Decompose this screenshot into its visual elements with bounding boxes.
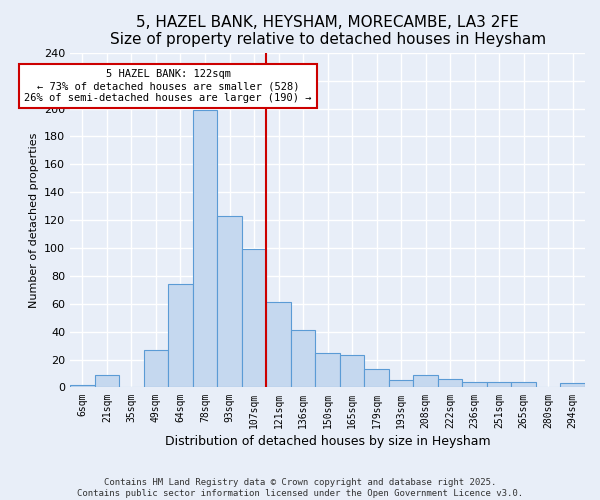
Bar bbox=[511, 382, 536, 388]
Bar bbox=[389, 380, 413, 388]
Bar bbox=[242, 250, 266, 388]
Bar bbox=[413, 375, 438, 388]
Bar bbox=[144, 350, 168, 388]
Bar bbox=[316, 352, 340, 388]
Bar bbox=[70, 384, 95, 388]
Bar bbox=[487, 382, 511, 388]
Bar bbox=[217, 216, 242, 388]
Bar bbox=[340, 356, 364, 388]
Text: Contains HM Land Registry data © Crown copyright and database right 2025.
Contai: Contains HM Land Registry data © Crown c… bbox=[77, 478, 523, 498]
Bar bbox=[438, 379, 463, 388]
Bar bbox=[95, 375, 119, 388]
Bar bbox=[291, 330, 316, 388]
Bar bbox=[560, 384, 585, 388]
Text: 5 HAZEL BANK: 122sqm
← 73% of detached houses are smaller (528)
26% of semi-deta: 5 HAZEL BANK: 122sqm ← 73% of detached h… bbox=[25, 70, 312, 102]
Bar bbox=[168, 284, 193, 388]
Bar bbox=[463, 382, 487, 388]
Bar bbox=[193, 110, 217, 388]
Bar bbox=[266, 302, 291, 388]
X-axis label: Distribution of detached houses by size in Heysham: Distribution of detached houses by size … bbox=[165, 434, 490, 448]
Title: 5, HAZEL BANK, HEYSHAM, MORECAMBE, LA3 2FE
Size of property relative to detached: 5, HAZEL BANK, HEYSHAM, MORECAMBE, LA3 2… bbox=[110, 15, 545, 48]
Bar bbox=[364, 370, 389, 388]
Y-axis label: Number of detached properties: Number of detached properties bbox=[29, 132, 38, 308]
